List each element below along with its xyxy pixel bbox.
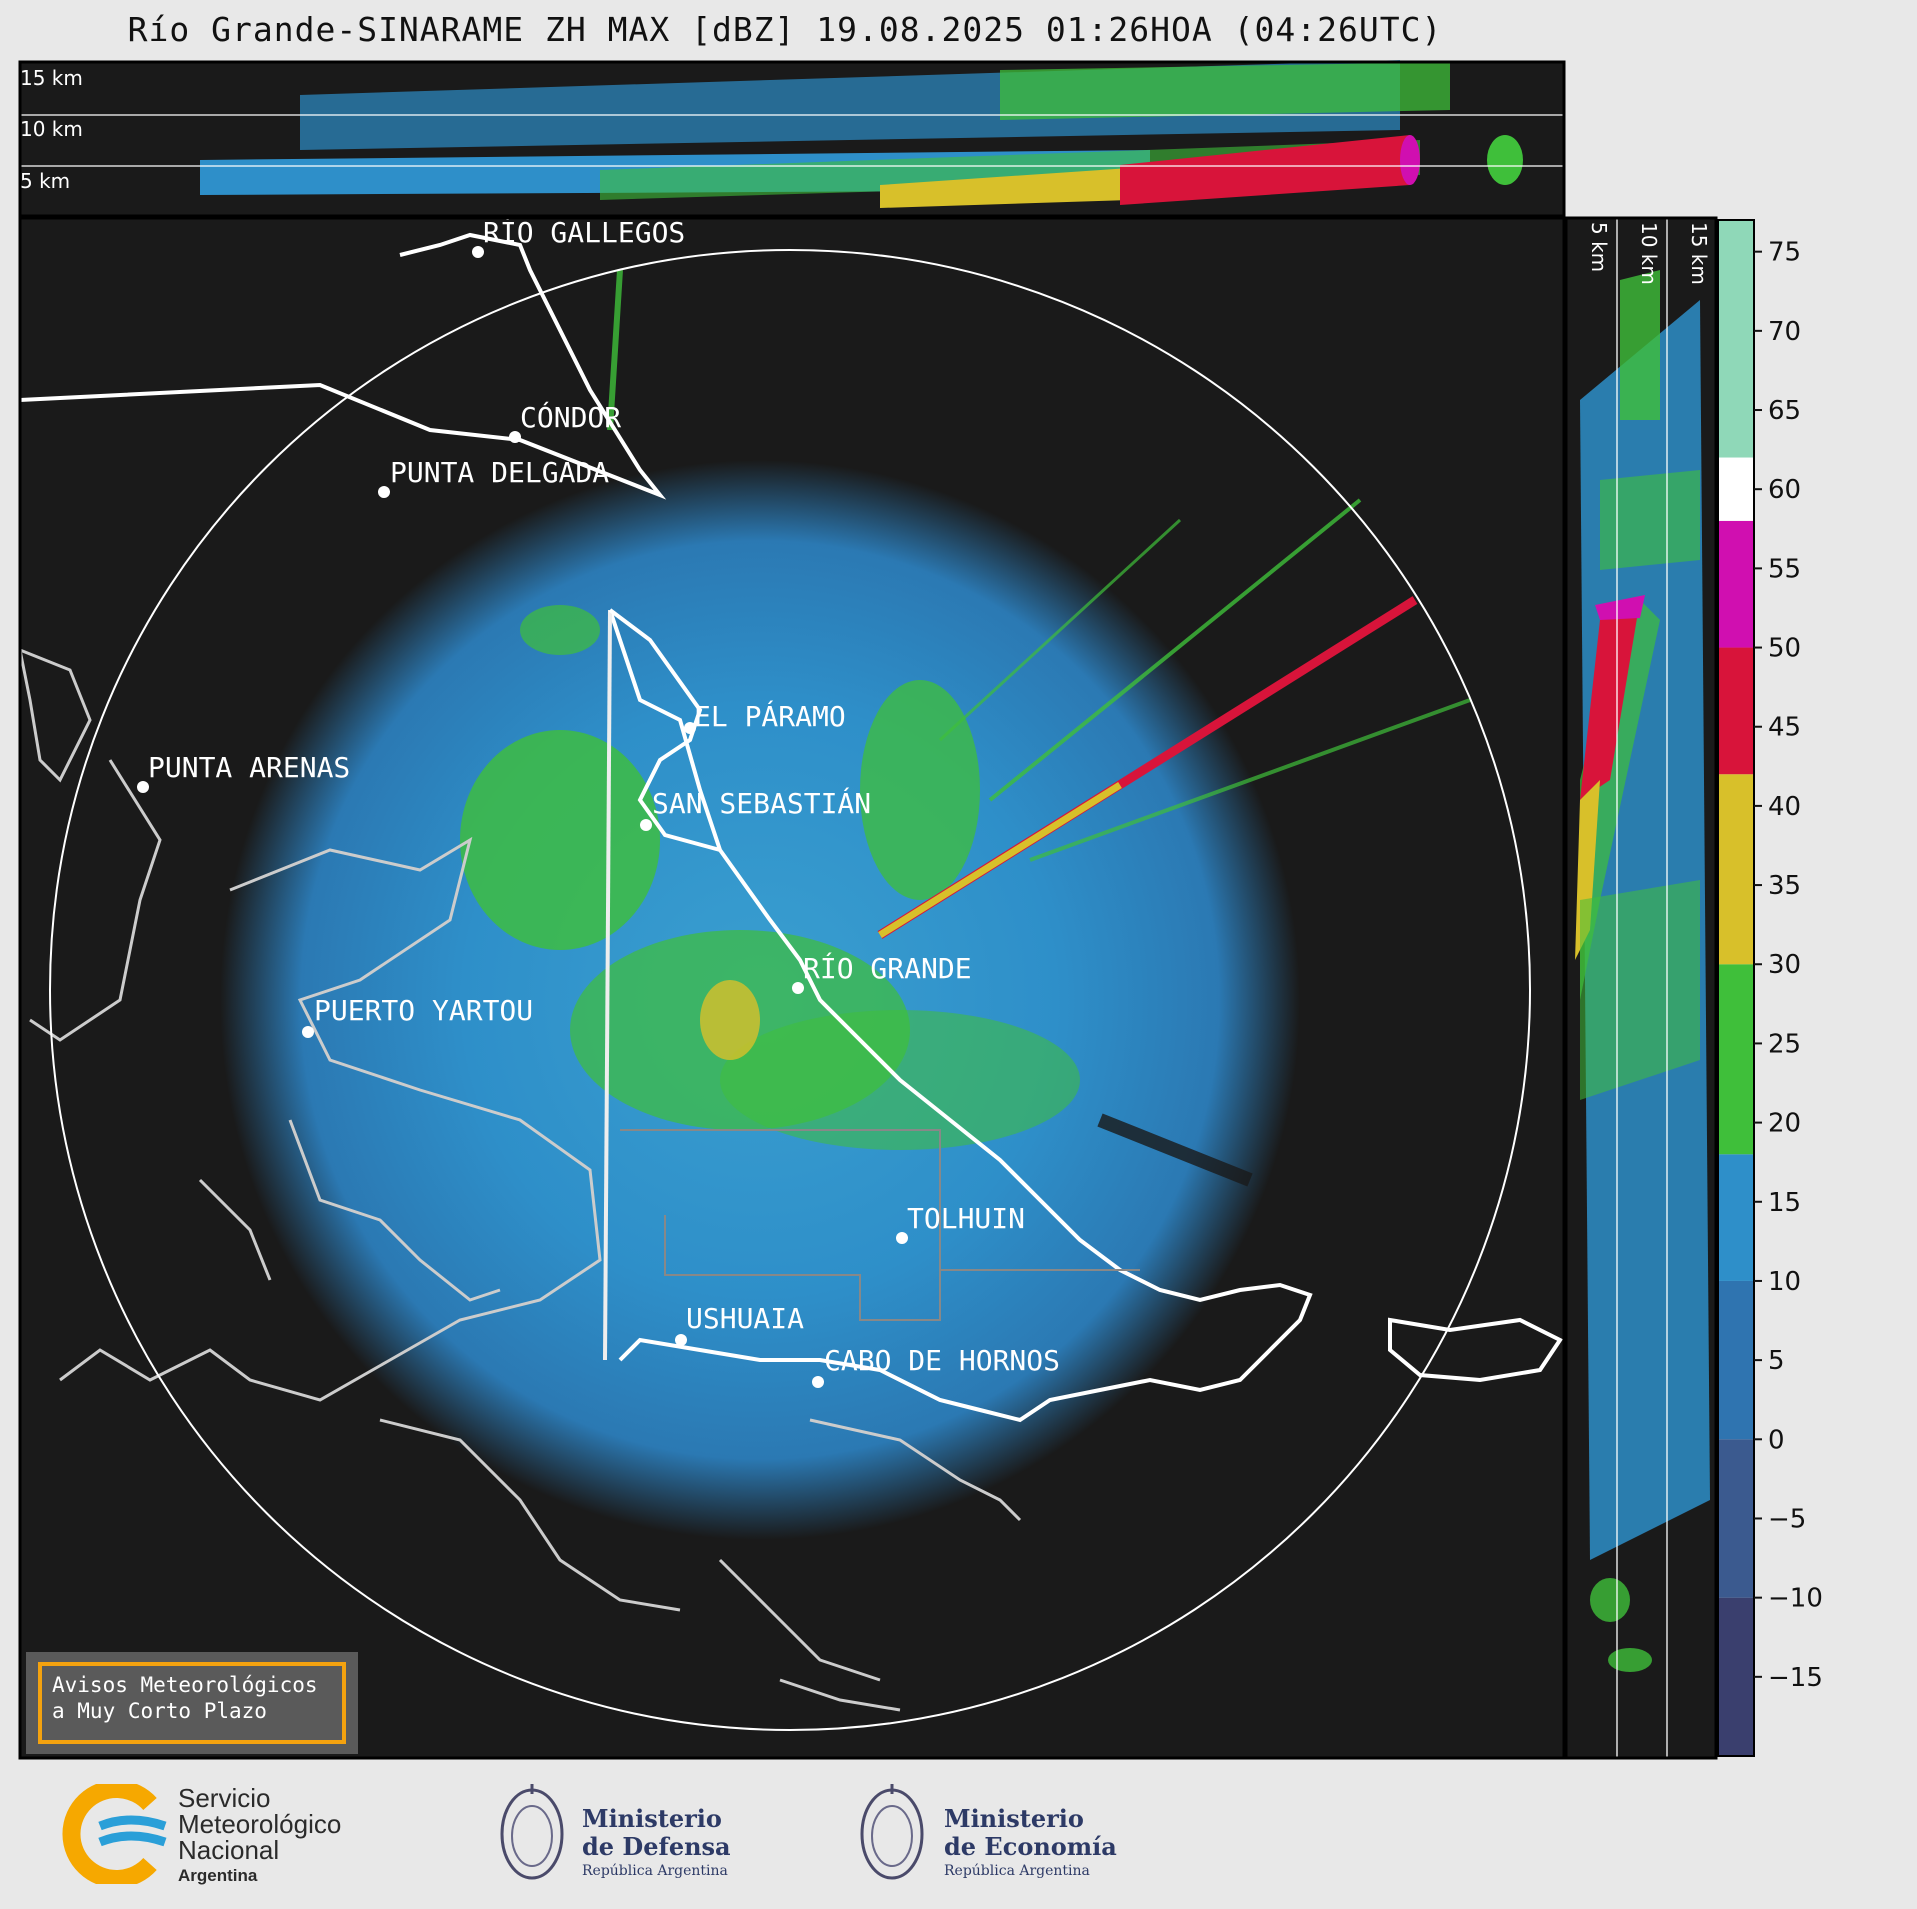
top-height-5km: 5 km xyxy=(20,169,70,193)
colorbar-band xyxy=(1718,648,1754,775)
colorbar-tick-label: 20 xyxy=(1768,1109,1801,1139)
economia-seal-icon xyxy=(855,1774,930,1894)
colorbar-tick-label: 5 xyxy=(1768,1346,1785,1376)
colorbar-tick-label: 45 xyxy=(1768,713,1801,743)
defensa-line2: de Defensa xyxy=(582,1832,731,1861)
colorbar-band xyxy=(1718,774,1754,964)
top-height-15km: 15 km xyxy=(20,66,83,90)
colorbar-band xyxy=(1718,1598,1754,1756)
colorbar-tick-label: 30 xyxy=(1768,950,1801,980)
colorbar-tick-label: 60 xyxy=(1768,475,1801,505)
colorbar-tick-label: 0 xyxy=(1768,1425,1785,1455)
defensa-seal-icon xyxy=(495,1774,570,1894)
colorbar-tick-label: 35 xyxy=(1768,871,1801,901)
colorbar-tick-label: −15 xyxy=(1768,1663,1823,1693)
main-map-panel: RÍO GALLEGOS CÓNDOR PUNTA DELGADA EL PÁR… xyxy=(20,215,1564,1758)
colorbar-tick-label: 50 xyxy=(1768,634,1801,664)
place-tolhuin: TOLHUIN xyxy=(907,1202,1025,1235)
top-cross-section: 15 km 10 km 5 km xyxy=(20,60,1564,216)
smn-logo-icon xyxy=(55,1784,175,1884)
colorbar-tick-label: 65 xyxy=(1768,396,1801,426)
footer-logos: Servicio Meteorológico Nacional Argentin… xyxy=(0,1760,1917,1909)
colorbar-band xyxy=(1718,458,1754,521)
colorbar-tick-label: 10 xyxy=(1768,1267,1801,1297)
defensa-line3: República Argentina xyxy=(582,1863,728,1879)
colorbar-band xyxy=(1718,1439,1754,1597)
top-height-10km: 10 km xyxy=(20,117,83,141)
colorbar-tick-label: −10 xyxy=(1768,1584,1823,1614)
notice-line2: a Muy Corto Plazo xyxy=(52,1698,332,1724)
place-punta-arenas: PUNTA ARENAS xyxy=(148,751,350,784)
colorbar-tick-label: 75 xyxy=(1768,238,1801,268)
colorbar-band xyxy=(1718,1154,1754,1281)
place-condor: CÓNDOR xyxy=(520,400,621,434)
side-height-5km: 5 km xyxy=(1587,222,1611,272)
place-cabo-de-hornos: CABO DE HORNOS xyxy=(824,1344,1060,1377)
notice-line1: Avisos Meteorológicos xyxy=(52,1672,332,1698)
side-cross-section: 5 km 10 km 15 km xyxy=(1566,218,1716,1758)
place-puerto-yartou: PUERTO YARTOU xyxy=(314,994,533,1027)
notice-box: Avisos Meteorológicos a Muy Corto Plazo xyxy=(26,1652,358,1754)
smn-logo-text: Servicio Meteorológico Nacional Argentin… xyxy=(178,1785,341,1889)
colorbar-tick-label: 40 xyxy=(1768,792,1801,822)
colorbar-band xyxy=(1718,220,1754,458)
defensa-line1: Ministerio xyxy=(582,1804,722,1833)
place-san-sebastian: SAN SEBASTIÁN xyxy=(652,786,871,820)
place-el-paramo: EL PÁRAMO xyxy=(694,699,846,733)
colorbar-tick-label: −5 xyxy=(1768,1504,1806,1534)
colorbar-tick-label: 70 xyxy=(1768,317,1801,347)
economia-line3: República Argentina xyxy=(944,1863,1090,1879)
colorbar-tick-label: 25 xyxy=(1768,1029,1801,1059)
radar-figure: 15 km 10 km 5 km xyxy=(0,0,1917,1760)
place-rio-gallegos: RÍO GALLEGOS xyxy=(483,215,685,249)
colorbar-tick-label: 15 xyxy=(1768,1188,1801,1218)
side-height-10km: 10 km xyxy=(1637,222,1661,285)
colorbar-band xyxy=(1718,521,1754,648)
place-ushuaia: USHUAIA xyxy=(686,1302,804,1335)
place-rio-grande: RÍO GRANDE xyxy=(803,951,972,985)
economia-line1: Ministerio xyxy=(944,1804,1084,1833)
colorbar-band xyxy=(1718,1281,1754,1439)
place-punta-delgada: PUNTA DELGADA xyxy=(390,456,609,489)
economia-line2: de Economía xyxy=(944,1832,1117,1861)
colorbar-tick-label: 55 xyxy=(1768,554,1801,584)
side-height-15km: 15 km xyxy=(1687,222,1711,285)
colorbar-band xyxy=(1718,964,1754,1154)
